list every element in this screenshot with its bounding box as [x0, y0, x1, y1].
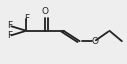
- Text: O: O: [91, 37, 98, 46]
- Text: F: F: [24, 14, 29, 23]
- Text: O: O: [41, 7, 48, 16]
- Text: F: F: [7, 31, 13, 40]
- Text: F: F: [7, 21, 13, 30]
